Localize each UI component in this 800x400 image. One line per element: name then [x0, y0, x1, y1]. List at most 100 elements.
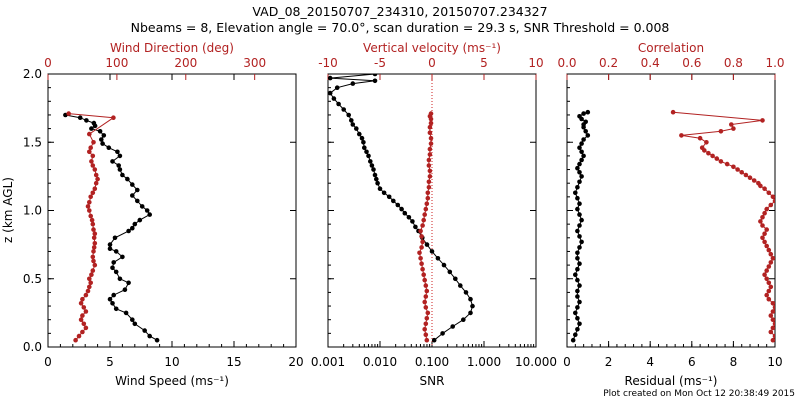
x-tick-label: 15	[226, 355, 241, 369]
data-point	[423, 305, 429, 310]
data-point	[341, 107, 347, 112]
data-point	[132, 221, 138, 227]
data-point	[426, 179, 432, 185]
data-point	[583, 129, 588, 134]
data-point	[77, 115, 83, 120]
data-point	[426, 157, 432, 163]
data-point	[372, 78, 378, 84]
data-point	[706, 150, 711, 156]
data-point	[137, 217, 143, 223]
data-point	[120, 254, 125, 260]
data-point	[87, 284, 92, 290]
data-point	[577, 201, 582, 206]
data-point	[354, 126, 359, 131]
data-point	[423, 321, 429, 327]
data-point	[83, 292, 89, 298]
data-point	[424, 288, 430, 294]
plot-frame	[566, 73, 776, 348]
data-point	[772, 198, 775, 204]
data-point	[772, 321, 775, 327]
data-point	[87, 200, 92, 205]
data-point	[417, 250, 422, 256]
data-point	[91, 258, 96, 264]
top-tick-label: 0	[428, 56, 436, 70]
data-point	[440, 331, 445, 336]
data-point	[573, 190, 578, 196]
data-point	[371, 167, 376, 172]
data-point	[427, 124, 433, 130]
data-point	[762, 231, 767, 236]
data-point	[395, 202, 401, 208]
data-point	[88, 145, 93, 150]
data-point	[117, 167, 123, 172]
data-point	[573, 310, 578, 316]
data-point	[359, 135, 365, 141]
data-point	[577, 145, 582, 150]
y-tick-label: 1.5	[23, 135, 42, 149]
data-point	[425, 195, 431, 201]
data-point	[424, 201, 430, 206]
x-tick-label: 10	[767, 355, 782, 369]
data-point	[89, 272, 94, 278]
data-point	[406, 215, 412, 220]
data-point	[111, 115, 116, 120]
data-point	[758, 219, 763, 224]
series-black	[328, 74, 475, 343]
data-point	[577, 170, 582, 175]
data-point	[426, 185, 432, 190]
data-point	[135, 187, 140, 193]
data-point	[729, 122, 734, 127]
data-point	[575, 305, 580, 310]
data-point	[770, 256, 775, 261]
data-point	[357, 131, 362, 137]
data-point	[107, 246, 113, 251]
data-point	[579, 141, 584, 146]
top-tick-label: 200	[174, 56, 197, 70]
series-red	[417, 111, 434, 343]
data-point	[92, 186, 98, 191]
data-point	[84, 118, 89, 123]
data-point	[579, 217, 584, 223]
data-point	[91, 140, 96, 145]
data-point	[760, 215, 765, 220]
data-point	[334, 85, 340, 90]
data-point	[328, 75, 333, 81]
data-point	[93, 180, 99, 186]
data-point	[772, 305, 775, 310]
data-point	[766, 264, 772, 269]
data-point	[116, 163, 121, 168]
data-point	[139, 204, 145, 209]
data-point	[422, 212, 428, 217]
data-point	[766, 190, 772, 196]
data-point	[346, 112, 352, 118]
data-point	[768, 329, 774, 335]
data-point	[88, 280, 93, 286]
data-point	[80, 329, 85, 335]
data-point	[421, 272, 427, 278]
data-point	[78, 317, 84, 323]
data-point	[391, 198, 396, 204]
data-point	[577, 245, 582, 250]
data-point	[97, 129, 103, 134]
data-point	[372, 172, 378, 178]
data-point	[575, 185, 580, 190]
data-point	[402, 210, 408, 216]
data-point	[87, 131, 92, 137]
data-point	[428, 135, 434, 141]
data-point	[431, 337, 437, 343]
data-point	[764, 292, 769, 298]
data-point	[89, 126, 94, 131]
data-point	[579, 157, 584, 163]
x-tick-label: 4	[646, 355, 654, 369]
data-point	[81, 305, 87, 310]
data-point	[112, 235, 118, 241]
data-point	[762, 210, 767, 216]
data-point	[91, 120, 97, 126]
data-point	[768, 202, 774, 208]
data-point	[577, 114, 582, 119]
data-point	[427, 152, 433, 157]
data-point	[92, 241, 98, 246]
top-axis-label: Wind Direction (deg)	[110, 41, 234, 55]
data-point	[428, 111, 434, 116]
data-point	[425, 310, 431, 316]
